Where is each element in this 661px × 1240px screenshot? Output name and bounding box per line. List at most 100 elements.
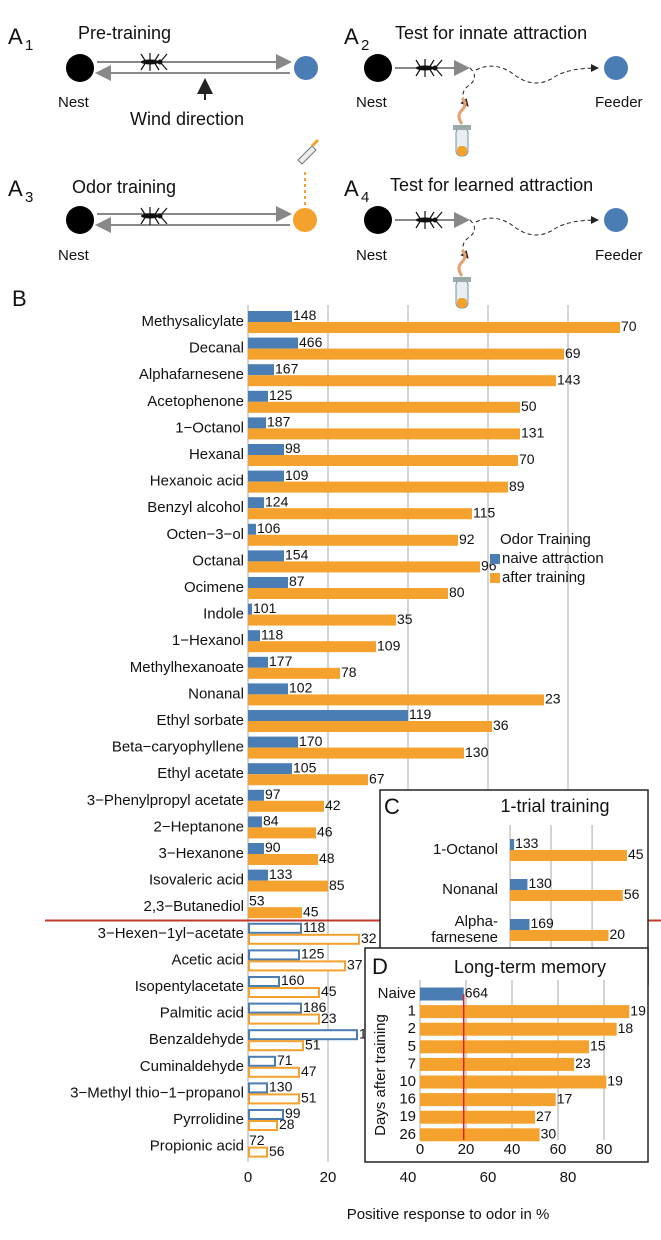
legend-label: after training [502, 569, 585, 586]
category-label: 19 [399, 1108, 416, 1125]
bar [248, 1013, 320, 1025]
category-label: Decanal [189, 340, 244, 357]
count-label: 15 [590, 1038, 606, 1054]
x-tick-label: 80 [560, 1169, 577, 1186]
panel-label: B [12, 286, 27, 311]
count-label: 118 [303, 919, 326, 935]
chart-title: 1-trial training [500, 796, 609, 816]
bar [248, 721, 492, 732]
bar [248, 417, 266, 429]
feeder [293, 208, 317, 232]
category-label: 26 [399, 1126, 416, 1143]
category-label: Benzyl alcohol [147, 499, 244, 516]
bar [248, 322, 620, 333]
feeder-label: Feeder [595, 247, 643, 264]
count-label: 23 [545, 691, 561, 707]
legend-label: naive attraction [502, 550, 604, 567]
count-label: 130 [528, 875, 552, 891]
bar [248, 348, 564, 360]
bar [248, 763, 292, 775]
category-label: Pyrrolidine [173, 1111, 244, 1128]
bar [248, 508, 472, 520]
bar [510, 919, 530, 930]
bar [248, 401, 520, 413]
count-label: 18 [618, 1020, 634, 1036]
legend-swatch [490, 554, 500, 564]
bar [420, 1128, 540, 1142]
nest [66, 206, 94, 234]
count-label: 109 [285, 467, 309, 483]
bar [420, 1040, 590, 1054]
bar [420, 1022, 617, 1036]
bar [248, 1146, 268, 1158]
category-label: Isovaleric acid [149, 872, 244, 889]
panel-letter: A [344, 176, 359, 201]
bar [248, 1029, 358, 1041]
nest-label: Nest [356, 247, 388, 264]
category-label: Hexanoic acid [150, 473, 244, 490]
bar [248, 577, 288, 588]
count-label: 19 [630, 1002, 646, 1018]
odor-tube [451, 96, 473, 158]
bar [248, 523, 256, 535]
panel-label: C [384, 794, 400, 819]
count-label: 46 [317, 824, 333, 840]
category-label: Alphafarnesene [139, 366, 244, 383]
category-label: Palmitic acid [160, 1005, 244, 1022]
category-label: 5 [408, 1038, 416, 1055]
panel-a2: A 2 Test for innate attraction Nest Feed… [344, 23, 643, 158]
legend: Odor Training naive attraction after train… [490, 531, 604, 586]
count-label: 80 [449, 584, 465, 600]
count-label: 32 [361, 930, 377, 946]
bar [248, 641, 376, 653]
count-label: 98 [285, 440, 301, 456]
bar [510, 839, 515, 850]
category-label: Naive [378, 985, 416, 1002]
x-tick-label: 80 [596, 1141, 613, 1158]
count-label: 170 [299, 733, 323, 749]
x-tick-label: 60 [550, 1141, 567, 1158]
bar [510, 850, 627, 861]
panel-letter: A [8, 176, 23, 201]
bar [248, 800, 324, 812]
dashed-path [475, 216, 599, 236]
count-label: 35 [397, 611, 413, 627]
count-label: 143 [557, 371, 581, 387]
category-label: Hexanal [189, 446, 244, 463]
count-label: 53 [249, 892, 265, 908]
panel-a4: A 4 Test for learned attraction Nest Fee… [344, 175, 643, 310]
count-label: 36 [493, 717, 509, 733]
category-label: 1−Octanol [175, 419, 244, 436]
bar [248, 843, 264, 854]
count-label: 78 [341, 664, 357, 680]
bar [420, 1075, 607, 1089]
bar [248, 694, 544, 706]
bar [248, 1082, 268, 1094]
bar [248, 1055, 276, 1067]
legend-swatch [490, 573, 500, 583]
panel-label: D [372, 954, 388, 979]
x-tick-label: 60 [480, 1169, 497, 1186]
category-label: Benzaldehyde [149, 1031, 244, 1048]
category-label: Acetophenone [147, 393, 244, 410]
x-tick-label: 0 [244, 1169, 252, 1186]
bar [248, 428, 520, 440]
odor-tube [451, 248, 473, 310]
nest-label: Nest [58, 94, 90, 111]
category-label: Nonanal [442, 881, 498, 898]
panel-sub: 2 [361, 37, 369, 54]
bar [248, 789, 264, 801]
x-tick-label: 40 [504, 1141, 521, 1158]
count-label: 19 [607, 1073, 623, 1089]
bar [248, 683, 288, 695]
bar [248, 614, 396, 626]
bar [248, 455, 518, 466]
count-label: 48 [319, 850, 335, 866]
count-label: 45 [321, 983, 337, 999]
pipette-tip [310, 138, 320, 148]
bar [248, 630, 260, 642]
count-label: 97 [265, 786, 281, 802]
count-label: 50 [521, 398, 537, 414]
bar [248, 854, 318, 865]
